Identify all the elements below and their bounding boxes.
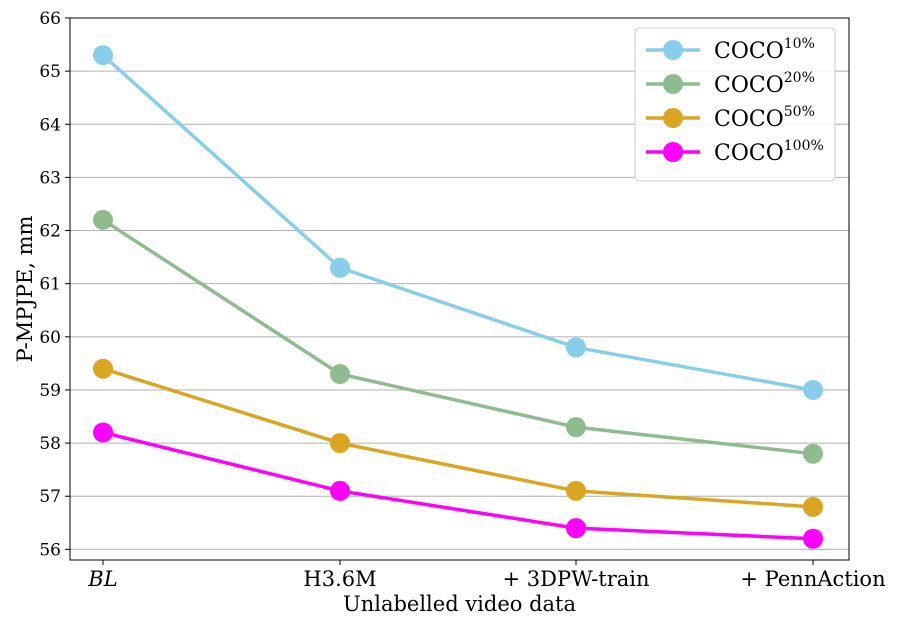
data-point [566, 417, 586, 438]
y-tick-label: 65 [39, 62, 61, 82]
legend-label: COCO10% [714, 36, 815, 64]
data-point [330, 364, 350, 385]
data-point [93, 358, 113, 379]
data-point [803, 528, 823, 549]
series-line-10pct [101, 53, 814, 392]
y-tick-label: 64 [39, 115, 61, 135]
data-point [803, 496, 823, 517]
data-point [330, 433, 350, 454]
data-point [803, 443, 823, 464]
plot-frame [69, 17, 850, 561]
series-line-50pct [102, 367, 814, 509]
legend-marker [663, 74, 683, 94]
x-axis-label: Unlabelled video data [343, 592, 576, 616]
y-tick-label: 61 [39, 275, 61, 295]
legend-label-superscript: 10% [784, 36, 815, 52]
y-tick-label: 57 [39, 487, 61, 507]
x-tick-label: H3.6M [303, 567, 376, 591]
legend-label-name: COCO [714, 73, 784, 98]
legend-label-superscript: 50% [784, 104, 815, 120]
legend-label-superscript: 100% [784, 138, 824, 154]
series-group [93, 45, 823, 549]
legend-label-name: COCO [714, 39, 784, 64]
data-point [93, 209, 113, 230]
series-line-20pct [102, 218, 814, 456]
y-tick-label: 59 [39, 381, 61, 401]
legend-marker [663, 108, 683, 128]
legend-label: COCO50% [714, 104, 815, 132]
x-tick-label: + PennAction [740, 567, 885, 591]
data-point [93, 45, 113, 66]
y-tick-label: 56 [39, 540, 61, 560]
series-line-100pct [102, 430, 814, 541]
legend-box [634, 27, 836, 182]
y-axis-label: P-MPJPE, mm [13, 216, 37, 363]
legend-marker [663, 142, 683, 162]
y-tick-label: 60 [39, 328, 61, 348]
legend-label-superscript: 20% [784, 70, 815, 86]
legend-label: COCO20% [714, 70, 815, 98]
data-point [93, 422, 113, 443]
x-tick-label: BL [87, 567, 117, 591]
data-point [566, 518, 586, 539]
data-point [803, 379, 823, 400]
x-tick-label: + 3DPW-train [503, 567, 650, 591]
data-point [566, 480, 586, 501]
data-point [566, 337, 586, 358]
x-axis: BL H3.6M + 3DPW-train + PennAction [87, 560, 886, 591]
legend-label: COCO100% [714, 138, 824, 166]
legend-label-name: COCO [714, 107, 784, 132]
y-tick-label: 62 [39, 222, 61, 242]
legend-label-name: COCO [714, 141, 784, 166]
y-axis: 56 57 58 59 60 61 62 63 64 65 66 [39, 9, 70, 560]
data-point [330, 257, 350, 278]
y-tick-label: 66 [39, 9, 61, 29]
data-point [330, 480, 350, 501]
y-tick-label: 58 [39, 434, 61, 454]
legend-marker [663, 40, 683, 60]
y-tick-label: 63 [39, 168, 61, 188]
legend: COCO10%COCO20%COCO50%COCO100% [634, 27, 836, 182]
